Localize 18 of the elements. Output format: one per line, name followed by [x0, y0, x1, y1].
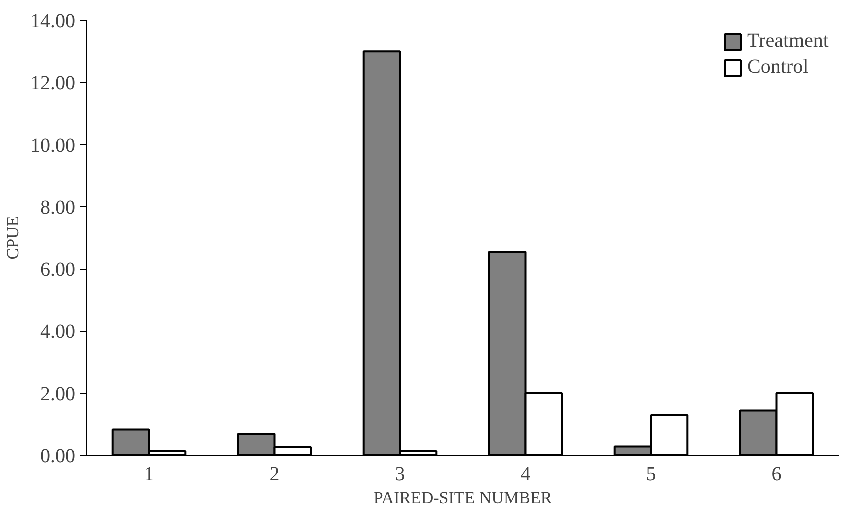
y-axis-title: CPUE: [4, 216, 22, 260]
x-tick-label: 6: [772, 464, 782, 486]
x-tick-label: 3: [395, 464, 406, 486]
x-tick-label: 1: [144, 464, 154, 486]
y-tick-label: 10.00: [30, 134, 76, 157]
y-tick-label: 0.00: [40, 446, 76, 468]
y-tick-label: 14.00: [30, 10, 76, 32]
legend-label: Treatment: [748, 30, 829, 53]
y-tick-label: 6.00: [40, 259, 76, 282]
y-tick-label: 2.00: [40, 383, 76, 406]
y-tick-label: 4.00: [40, 321, 76, 344]
x-axis-title: PAIRED-SITE NUMBER: [374, 488, 553, 508]
x-tick-label: 5: [646, 464, 656, 486]
y-tick-label: 12.00: [30, 72, 76, 95]
x-tick-label: 4: [520, 464, 531, 486]
y-tick-label: 8.00: [40, 196, 76, 219]
x-tick-label: 2: [270, 464, 280, 486]
legend-label: Control: [748, 56, 809, 79]
